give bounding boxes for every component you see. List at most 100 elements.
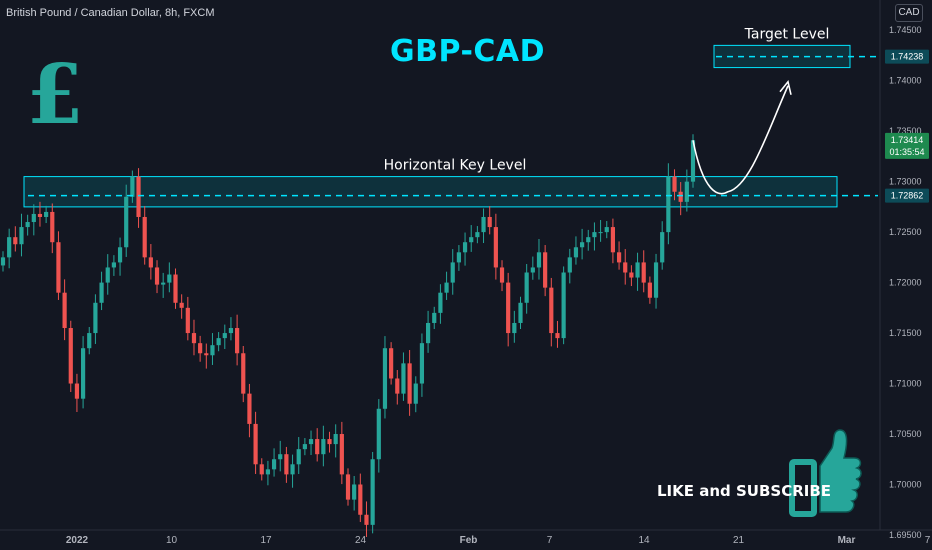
time-tick-label: 7: [547, 535, 553, 546]
candle-body: [339, 434, 344, 475]
candle-body: [142, 216, 147, 258]
candle-body: [62, 292, 67, 329]
candle-body: [358, 484, 363, 515]
candle-body: [333, 434, 338, 445]
candle-body: [536, 252, 542, 268]
candle-body: [80, 348, 86, 399]
projection-arrow-path: [692, 85, 789, 195]
price-tick-label: 1.71500: [889, 328, 922, 338]
time-tick-label: 10: [166, 535, 178, 546]
candle-body: [389, 348, 394, 379]
candle-body: [364, 514, 369, 525]
candle-body: [185, 307, 190, 334]
candle-body: [204, 353, 209, 356]
candle-body: [247, 393, 252, 424]
candle-body: [0, 257, 6, 266]
candle-body: [623, 262, 628, 273]
price-tick-label: 1.72000: [889, 278, 922, 288]
candle-body: [167, 274, 172, 283]
projection-overlay: Horizontal Key Level Target Level: [28, 26, 878, 197]
candle-body: [130, 176, 135, 197]
target-price-label-text: 1.74238: [891, 52, 924, 62]
time-tick-label: 21: [733, 535, 745, 546]
candle-body: [629, 272, 634, 278]
time-tick-label: 2022: [66, 535, 89, 546]
icons: £: [26, 47, 862, 517]
thumb-sleeve: [789, 459, 817, 517]
candle-body: [518, 302, 523, 323]
candle-body: [241, 353, 246, 394]
candle-body: [462, 242, 468, 253]
candle-body: [87, 333, 92, 349]
candle-body: [154, 267, 160, 285]
candle-body: [7, 237, 12, 258]
grid: [0, 0, 932, 531]
candle-body: [561, 272, 566, 339]
candle-body: [666, 176, 671, 233]
candle-body: [481, 216, 486, 233]
candle-body: [315, 439, 320, 455]
pound-sterling-icon: £: [26, 47, 83, 143]
currency-badge[interactable]: CAD: [895, 4, 923, 22]
candle-body: [647, 282, 652, 298]
time-tick-label: Feb: [460, 535, 478, 546]
key-level-price-label-text: 1.72862: [891, 191, 924, 201]
candle-body: [653, 262, 659, 298]
candle-body: [253, 423, 258, 465]
candle-body: [124, 196, 129, 248]
candle-body: [191, 333, 197, 344]
horizontal-key-level-zone: [23, 176, 838, 208]
candle-body: [19, 227, 24, 245]
candle-body: [684, 181, 689, 202]
candle-body: [580, 242, 585, 248]
candle-body: [31, 213, 36, 223]
time-tick-label: 24: [355, 535, 367, 546]
candle-body: [567, 257, 572, 273]
candle-body: [604, 227, 609, 233]
candle-body: [173, 274, 178, 303]
candle-body: [278, 454, 283, 460]
current-price-label-text: 1.73414: [891, 135, 924, 145]
candle-body: [265, 469, 271, 475]
candle-body: [573, 247, 579, 258]
candle-body: [543, 252, 548, 288]
candle-body: [99, 282, 104, 303]
candle-body: [25, 222, 30, 228]
time-axis: 2022 10 17 24 Feb 7 14 21 Mar 7: [66, 535, 931, 546]
candle-body: [198, 343, 203, 354]
candle-body: [68, 328, 73, 384]
candle-body: [13, 237, 18, 245]
price-tick-label: 1.74500: [889, 25, 922, 35]
candle-body: [419, 343, 425, 384]
time-tick-label: 17: [260, 535, 272, 546]
price-tick-label: 1.72500: [889, 227, 922, 237]
candle-body: [469, 237, 474, 243]
candle-body: [296, 449, 301, 465]
candle-body: [352, 484, 357, 500]
candle-body: [432, 312, 437, 323]
candle-body: [672, 176, 677, 192]
price-tick-label: 1.73500: [889, 126, 922, 136]
price-tick-label: 1.73000: [889, 177, 922, 187]
candle-body: [148, 257, 153, 268]
horizontal-key-level-label: Horizontal Key Level: [384, 158, 527, 174]
candle-body: [321, 439, 326, 455]
candle-body: [105, 267, 110, 283]
candle-body: [616, 252, 622, 263]
time-tick-label: 14: [638, 535, 650, 546]
candle-body: [302, 444, 307, 450]
candle-body: [284, 454, 289, 475]
projection-arrow-head: [779, 79, 792, 95]
candle-body: [93, 302, 98, 334]
candle-body: [111, 262, 116, 268]
candle-body: [598, 232, 603, 234]
candle-body: [512, 322, 517, 334]
candle-body: [506, 282, 511, 334]
candle-body: [456, 252, 461, 263]
candle-body: [438, 292, 443, 313]
candle-body: [678, 191, 683, 202]
candle-body: [549, 287, 554, 334]
key-level-price-label-box: [885, 188, 929, 203]
current-price-label-text: 01:35:54: [889, 147, 924, 157]
